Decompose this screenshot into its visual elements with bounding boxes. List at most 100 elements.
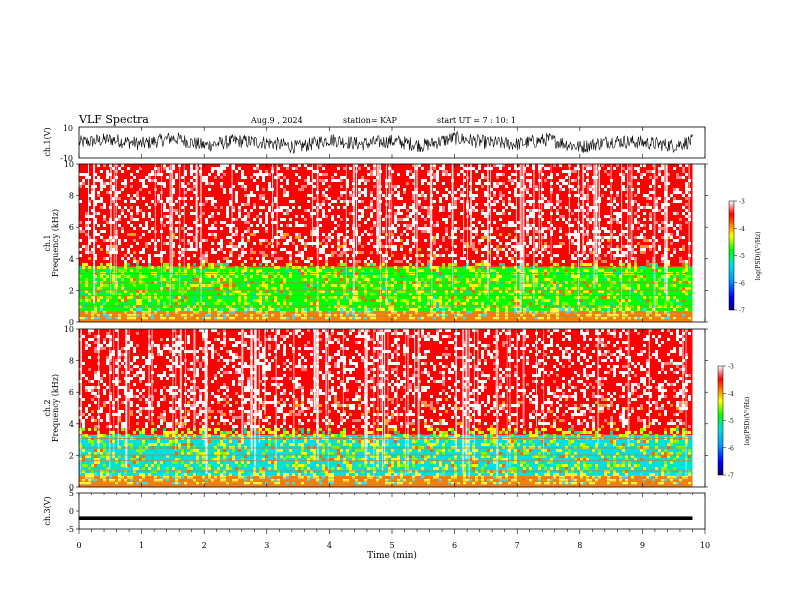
spectrogram-cell <box>421 317 424 320</box>
spectrogram-cell <box>226 275 229 278</box>
spectrogram-cell <box>340 278 343 281</box>
spectrogram-cell <box>97 290 100 293</box>
spectrogram-cell <box>340 314 343 317</box>
spectrogram-cell <box>511 344 514 347</box>
spectrogram-cell <box>346 230 349 233</box>
spectrogram-cell <box>403 191 406 194</box>
spectrogram-cell <box>238 206 241 209</box>
spectrogram-cell <box>637 167 640 170</box>
spectrogram-cell <box>613 308 616 311</box>
spectrogram-cell <box>106 359 109 362</box>
spectrogram-cell <box>295 329 298 332</box>
spectrogram-cell <box>559 293 562 296</box>
spectrogram-cell <box>469 344 472 347</box>
spectrogram-cell <box>493 194 496 197</box>
spectrogram-cell <box>229 188 232 191</box>
spec-ytick-label: 6 <box>69 223 74 232</box>
spectrogram-cell <box>514 284 517 287</box>
spectrogram-cell <box>145 176 148 179</box>
spectrogram-cell <box>427 275 430 278</box>
spectrogram-cell <box>556 344 559 347</box>
spectrogram-cell <box>250 257 253 260</box>
spectrogram-cell <box>682 314 685 317</box>
spectrogram-cell <box>394 245 397 248</box>
spectrogram-cell <box>115 380 118 383</box>
spectrogram-hline-1 <box>79 315 693 317</box>
spectrogram-cell <box>649 263 652 266</box>
spectrogram-cell <box>562 338 565 341</box>
spectrogram-cell <box>514 302 517 305</box>
spectrogram-cell <box>85 224 88 227</box>
spectrogram-cell <box>103 257 106 260</box>
spectrogram-cell <box>616 218 619 221</box>
spectrogram-cell <box>580 353 583 356</box>
spectrogram-cell <box>172 188 175 191</box>
spectrogram-cell <box>616 164 619 167</box>
spectrogram-cell <box>226 350 229 353</box>
spectrogram-cell <box>283 317 286 320</box>
spectrogram-cell <box>673 278 676 281</box>
spectrogram-cell <box>241 251 244 254</box>
spectrogram-cell <box>373 173 376 176</box>
spectrogram-cell <box>373 263 376 266</box>
spectrogram-cell <box>220 368 223 371</box>
spectrogram-cell <box>544 371 547 374</box>
spectrogram-cell <box>88 338 91 341</box>
spectrogram-cell <box>340 233 343 236</box>
spectrogram-cell <box>439 206 442 209</box>
spectrogram-cell <box>619 221 622 224</box>
spectrogram-cell <box>232 365 235 368</box>
spectrogram-cell <box>550 341 553 344</box>
spectrogram-cell <box>343 305 346 308</box>
spectrogram-cell <box>133 260 136 263</box>
spectrogram-cell <box>403 278 406 281</box>
spectrogram-cell <box>553 164 556 167</box>
spectrogram-cell <box>610 290 613 293</box>
spectrogram-cell <box>265 299 268 302</box>
spectrogram-cell <box>505 311 508 314</box>
spectrogram-cell <box>244 188 247 191</box>
spectrogram-cell <box>493 362 496 365</box>
spectrogram-cell <box>472 260 475 263</box>
spectrogram-cell <box>550 269 553 272</box>
spectrogram-cell <box>496 173 499 176</box>
spectrogram-cell <box>679 218 682 221</box>
spectrogram-cell <box>382 245 385 248</box>
spectrogram-cell <box>448 335 451 338</box>
spectrogram-cell <box>394 350 397 353</box>
spectrogram-cell <box>514 191 517 194</box>
spectrogram-cell <box>259 170 262 173</box>
spectrogram-cell <box>280 233 283 236</box>
spectrogram-cell <box>670 368 673 371</box>
spectrogram-cell <box>208 275 211 278</box>
spectrogram-cell <box>598 341 601 344</box>
spectrogram-cell <box>640 353 643 356</box>
spectrogram-cell <box>340 251 343 254</box>
spectrogram-streak <box>627 164 629 271</box>
spectrogram-cell <box>532 311 535 314</box>
spectrogram-cell <box>508 179 511 182</box>
spectrogram-cell <box>331 245 334 248</box>
spectrogram-cell <box>523 185 526 188</box>
spectrogram-cell <box>634 263 637 266</box>
spectrogram-cell <box>544 206 547 209</box>
spectrogram-cell <box>259 302 262 305</box>
spectrogram-cell <box>544 305 547 308</box>
spectrogram-cell <box>649 245 652 248</box>
spectrogram-cell <box>382 194 385 197</box>
spectrogram-cell <box>469 359 472 362</box>
spectrogram-cell <box>262 188 265 191</box>
spectrogram-cell <box>106 251 109 254</box>
spectrogram-cell <box>361 275 364 278</box>
spectrogram-cell <box>508 176 511 179</box>
spectrogram-cell <box>280 185 283 188</box>
spectrogram-cell <box>139 275 142 278</box>
spectrogram-cell <box>520 356 523 359</box>
spectrogram-cell <box>448 377 451 380</box>
spectrogram-cell <box>448 206 451 209</box>
spectrogram-cell <box>247 197 250 200</box>
spectrogram-cell <box>229 269 232 272</box>
spectrogram-cell <box>547 245 550 248</box>
spectrogram-cell <box>613 206 616 209</box>
spectrogram-cell <box>232 344 235 347</box>
